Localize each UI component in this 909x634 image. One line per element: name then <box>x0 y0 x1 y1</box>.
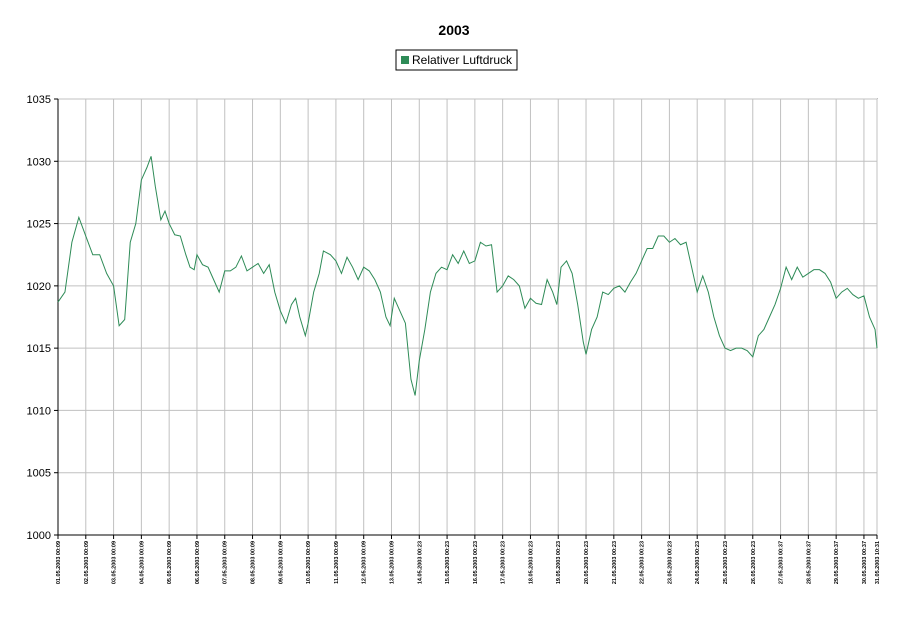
y-tick-label: 1025 <box>27 219 51 231</box>
legend-box <box>395 49 518 71</box>
y-tick-label: 1005 <box>27 468 51 480</box>
x-tick-label: 03.05.2003 00:09 <box>112 541 118 584</box>
x-tick-label: 22.05.2003 00:23 <box>640 541 646 584</box>
x-tick-label: 02.05.2003 00:09 <box>84 541 90 584</box>
y-tick-label: 1035 <box>27 94 51 106</box>
x-tick-label: 11.05.2003 00:09 <box>334 541 340 584</box>
x-tick-label: 30.05.2003 00:37 <box>862 541 868 584</box>
x-tick-label: 24.05.2003 00:23 <box>695 541 701 584</box>
y-tick-label: 1010 <box>27 405 51 417</box>
x-tick-label: 10.05.2003 00:09 <box>306 541 312 584</box>
x-tick-label: 14.05.2003 00:23 <box>417 541 423 584</box>
x-tick-label: 09.05.2003 00:09 <box>278 541 284 584</box>
y-tick-label: 1000 <box>27 530 51 542</box>
x-tick-label: 19.05.2003 00:23 <box>556 541 562 584</box>
x-tick-label: 21.05.2003 00:23 <box>612 541 618 584</box>
x-tick-label: 27.05.2003 00:37 <box>779 541 785 584</box>
data-line <box>57 156 878 396</box>
x-tick-label: 26.05.2003 00:23 <box>751 541 757 584</box>
x-tick-label: 16.05.2003 00:23 <box>473 541 479 584</box>
y-tick-label: 1015 <box>27 343 51 355</box>
x-tick-label: 05.05.2003 00:09 <box>167 541 173 584</box>
plot-area <box>57 98 878 536</box>
legend-label: Relativer Luftdruck <box>412 53 513 67</box>
x-tick-label: 20.05.2003 00:23 <box>584 541 590 584</box>
x-tick-label: 17.05.2003 00:23 <box>501 541 507 584</box>
x-tick-label: 29.05.2003 00:37 <box>834 541 840 584</box>
x-tick-label: 28.05.2003 00:37 <box>806 541 812 584</box>
x-tick-label: 31.05.2003 10:31 <box>875 541 881 584</box>
x-tick-label: 13.05.2003 00:09 <box>389 541 395 584</box>
x-tick-label: 18.05.2003 00:23 <box>528 541 534 584</box>
legend-swatch <box>401 56 409 64</box>
x-tick-label: 12.05.2003 00:09 <box>362 541 368 584</box>
x-tick-label: 01.05.2003 00:09 <box>56 541 62 584</box>
chart-title: 2003 <box>438 22 469 38</box>
x-tick-label: 23.05.2003 00:23 <box>667 541 673 584</box>
x-tick-label: 04.05.2003 00:09 <box>139 541 145 584</box>
x-tick-label: 25.05.2003 00:23 <box>723 541 729 584</box>
x-tick-label: 06.05.2003 00:09 <box>195 541 201 584</box>
x-tick-label: 07.05.2003 00:09 <box>223 541 229 584</box>
x-tick-label: 08.05.2003 00:09 <box>251 541 257 584</box>
y-tick-label: 1020 <box>27 281 51 293</box>
y-tick-label: 1030 <box>27 156 51 168</box>
x-tick-label: 15.05.2003 00:23 <box>445 541 451 584</box>
